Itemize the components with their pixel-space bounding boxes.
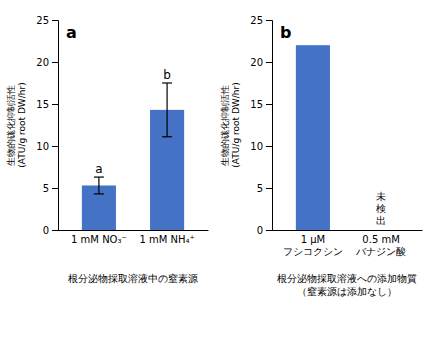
- tick-label: 1 μMフシコクシン: [283, 234, 343, 257]
- y-tick: 15: [36, 99, 58, 110]
- axis-line: [52, 21, 59, 231]
- error-cap: [162, 82, 172, 83]
- y-axis-title: 生物的硥化抑制活性(ATU/g root DW/hr): [220, 82, 241, 167]
- axis-line: [59, 230, 209, 231]
- x-axis: 1 mM NO₃⁻ 1 mM NH₄⁺: [59, 231, 209, 246]
- error-stem: [98, 177, 99, 194]
- error-bar: [162, 83, 172, 137]
- tick-label: 10: [250, 141, 263, 152]
- text-line: 1 μM: [301, 234, 326, 245]
- text-line: b: [163, 68, 171, 82]
- text-line: 生物的硥化抑制活性: [220, 85, 230, 166]
- tick-mark: [266, 62, 272, 63]
- text-line: バナジン酸: [355, 246, 406, 257]
- tick-label: 5: [257, 183, 263, 194]
- x-tick: 0.5 mMバナジン酸: [355, 234, 406, 257]
- x-tick: 1 μMフシコクシン: [283, 234, 343, 257]
- tick-label: 20: [36, 57, 49, 68]
- tick-label: 15: [36, 99, 49, 110]
- bar: [296, 45, 330, 230]
- error-cap: [162, 136, 172, 137]
- text-line: 1 mM NH₄⁺: [139, 234, 194, 245]
- axis-line: [266, 21, 273, 231]
- panel-title: a: [66, 23, 77, 42]
- y-tick: 15: [250, 99, 272, 110]
- tick-label: 1 mM NH₄⁺: [139, 234, 194, 245]
- annotation: 未検出: [376, 191, 386, 226]
- x-axis: 1 μMフシコクシン 0.5 mMバナジン酸: [273, 231, 423, 257]
- x-axis-title: 根分泌物採取溶液への添加物質 （窒素源は添加なし）: [277, 273, 417, 297]
- y-tick: 20: [250, 57, 272, 68]
- tick-mark: [52, 188, 58, 189]
- tick-label: 0.5 mMバナジン酸: [355, 234, 406, 257]
- annotation: b: [163, 68, 171, 82]
- y-axis-title: 生物的硥化抑制活性(ATU/g root DW/hr): [6, 82, 27, 167]
- y-tick: 10: [250, 141, 272, 152]
- tick-mark: [266, 188, 272, 189]
- panel: 0 5 10 15 20 25 1 mM NO₃⁻ 1 mM NH₄⁺ a b a 生物的硥化抑制活性…: [6, 15, 209, 284]
- tick-label: 5: [43, 183, 49, 194]
- axis-line: [273, 230, 423, 231]
- text-line: フシコクシン: [283, 246, 343, 257]
- tick-label: 1 mM NO₃⁻: [71, 234, 127, 245]
- y-tick: 25: [250, 15, 272, 26]
- tick-mark: [266, 230, 272, 231]
- tick-mark: [52, 20, 58, 21]
- text-line: 出: [376, 215, 386, 226]
- x-tick: 1 mM NH₄⁺: [139, 234, 194, 245]
- tick-mark: [266, 20, 272, 21]
- text-line: 1 mM NO₃⁻: [71, 234, 127, 245]
- tick-mark: [266, 104, 272, 105]
- tick-mark: [52, 146, 58, 147]
- y-tick: 20: [36, 57, 58, 68]
- tick-mark: [52, 230, 58, 231]
- error-stem: [166, 83, 167, 137]
- panel: 0 5 10 15 20 25 1 μMフシコクシン 0.5 mMバナジン酸 未検出 b 生物的硥化…: [220, 15, 423, 298]
- y-tick: 0: [257, 225, 272, 236]
- marks: [296, 45, 330, 230]
- tick-label: 0: [43, 225, 49, 236]
- error-cap: [94, 176, 104, 177]
- y-tick: 25: [36, 15, 58, 26]
- text-line: 根分泌物採取溶液中の窒素源: [68, 273, 198, 284]
- text-line: 0.5 mM: [362, 234, 399, 245]
- tick-label: 25: [250, 15, 263, 26]
- y-tick: 10: [36, 141, 58, 152]
- text-line: (ATU/g root DW/hr): [17, 82, 27, 167]
- text-line: （窒素源は添加なし）: [297, 286, 397, 297]
- y-tick: 5: [43, 183, 58, 194]
- x-tick: 1 mM NO₃⁻: [71, 234, 127, 245]
- panel-title: b: [280, 23, 291, 42]
- text-line: (ATU/g root DW/hr): [231, 82, 241, 167]
- tick-mark: [52, 104, 58, 105]
- tick-label: 25: [36, 15, 49, 26]
- tick-mark: [266, 146, 272, 147]
- tick-mark: [52, 62, 58, 63]
- tick-label: 0: [257, 225, 263, 236]
- text-line: 生物的硥化抑制活性: [6, 85, 16, 166]
- annotation: a: [95, 162, 102, 176]
- y-tick: 0: [43, 225, 58, 236]
- text-line: 検: [376, 203, 386, 214]
- error-bar: [94, 177, 104, 194]
- text-line: 未: [376, 191, 386, 202]
- x-axis-title: 根分泌物採取溶液中の窒素源: [68, 273, 198, 284]
- text-line: a: [95, 162, 102, 176]
- marks: [82, 83, 184, 230]
- tick-label: 10: [36, 141, 49, 152]
- error-cap: [94, 193, 104, 194]
- y-axis: 0 5 10 15 20 25: [250, 15, 272, 236]
- tick-label: 20: [250, 57, 263, 68]
- y-axis: 0 5 10 15 20 25: [36, 15, 58, 236]
- tick-label: 15: [250, 99, 263, 110]
- y-tick: 5: [257, 183, 272, 194]
- text-line: 根分泌物採取溶液への添加物質: [277, 273, 417, 284]
- chart-root: 0 5 10 15 20 25 1 mM NO₃⁻ 1 mM NH₄⁺ a b a 生物的硥化抑制活性…: [0, 0, 446, 351]
